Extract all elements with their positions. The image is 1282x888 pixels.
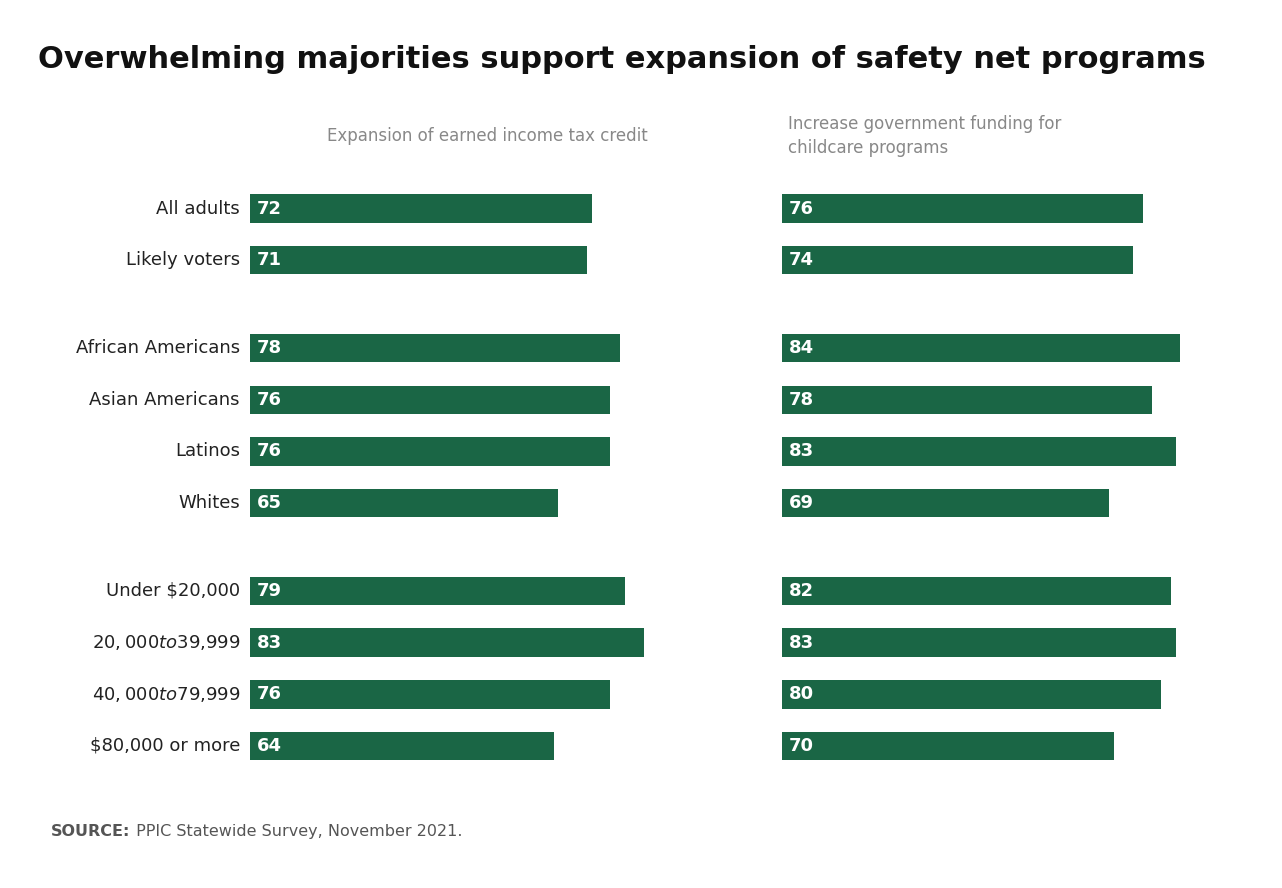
Bar (782, 246, 1133, 274)
Text: Likely voters: Likely voters (126, 251, 240, 269)
Bar (250, 437, 610, 465)
Bar (250, 577, 624, 606)
Bar (250, 732, 554, 760)
Text: 74: 74 (790, 251, 814, 269)
Text: 69: 69 (790, 494, 814, 512)
Bar (250, 385, 610, 414)
Text: 76: 76 (258, 686, 282, 703)
Text: Latinos: Latinos (174, 442, 240, 461)
Bar (250, 680, 610, 709)
Bar (782, 732, 1114, 760)
Text: Increase government funding for
childcare programs: Increase government funding for childcar… (788, 115, 1061, 157)
Text: African Americans: African Americans (76, 339, 240, 357)
Text: $20,000 to $39,999: $20,000 to $39,999 (91, 633, 240, 652)
Text: 79: 79 (258, 582, 282, 600)
Text: 76: 76 (258, 442, 282, 461)
Text: $80,000 or more: $80,000 or more (90, 737, 240, 755)
Text: SOURCE:: SOURCE: (51, 824, 131, 839)
Text: 76: 76 (790, 200, 814, 218)
Bar (250, 489, 558, 518)
Bar (250, 334, 620, 362)
Text: 71: 71 (258, 251, 282, 269)
Text: Under $20,000: Under $20,000 (106, 582, 240, 600)
Text: Whites: Whites (178, 494, 240, 512)
Text: All adults: All adults (156, 200, 240, 218)
Text: 76: 76 (258, 391, 282, 408)
Text: 78: 78 (258, 339, 282, 357)
Text: 65: 65 (258, 494, 282, 512)
Text: 83: 83 (258, 634, 282, 652)
Text: 82: 82 (790, 582, 814, 600)
Bar (782, 629, 1176, 657)
Bar (250, 194, 591, 223)
Bar (782, 437, 1176, 465)
Bar (250, 246, 587, 274)
Text: 83: 83 (790, 442, 814, 461)
Text: PPIC Statewide Survey, November 2021.: PPIC Statewide Survey, November 2021. (131, 824, 463, 839)
Bar (782, 334, 1181, 362)
Bar (782, 385, 1153, 414)
Text: 64: 64 (258, 737, 282, 755)
Text: 78: 78 (790, 391, 814, 408)
Text: Asian Americans: Asian Americans (90, 391, 240, 408)
Bar (782, 680, 1161, 709)
Text: 80: 80 (790, 686, 814, 703)
Text: 84: 84 (790, 339, 814, 357)
Text: 70: 70 (790, 737, 814, 755)
Text: 83: 83 (790, 634, 814, 652)
Text: Overwhelming majorities support expansion of safety net programs: Overwhelming majorities support expansio… (38, 44, 1206, 74)
Bar (250, 629, 644, 657)
Bar (782, 577, 1170, 606)
Bar (782, 489, 1109, 518)
Bar (782, 194, 1142, 223)
Text: 72: 72 (258, 200, 282, 218)
Text: Expansion of earned income tax credit: Expansion of earned income tax credit (327, 127, 647, 145)
Text: $40,000 to $79,999: $40,000 to $79,999 (91, 685, 240, 704)
